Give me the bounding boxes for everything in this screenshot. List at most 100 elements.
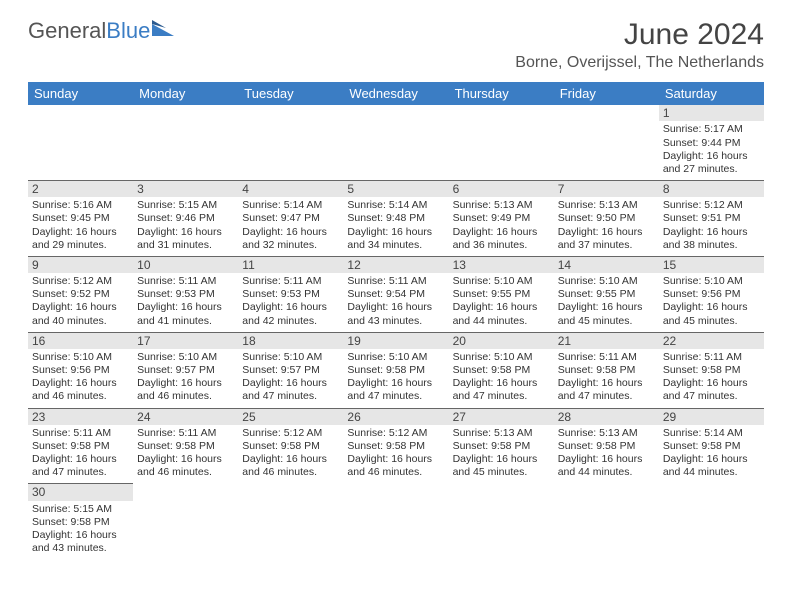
calendar-cell: 25Sunrise: 5:12 AMSunset: 9:58 PMDayligh… <box>238 408 343 484</box>
day-number: 21 <box>554 333 659 349</box>
calendar-cell-empty <box>449 105 554 180</box>
day-details: Sunrise: 5:10 AMSunset: 9:58 PMDaylight:… <box>343 349 448 408</box>
daylight-line: Daylight: 16 hours and 46 minutes. <box>137 377 234 403</box>
calendar-cell: 21Sunrise: 5:11 AMSunset: 9:58 PMDayligh… <box>554 332 659 408</box>
day-details: Sunrise: 5:15 AMSunset: 9:46 PMDaylight:… <box>133 197 238 256</box>
sunrise-line: Sunrise: 5:10 AM <box>453 351 550 364</box>
day-number: 16 <box>28 333 133 349</box>
day-number: 12 <box>343 257 448 273</box>
calendar-cell: 3Sunrise: 5:15 AMSunset: 9:46 PMDaylight… <box>133 180 238 256</box>
day-details: Sunrise: 5:12 AMSunset: 9:58 PMDaylight:… <box>343 425 448 484</box>
daylight-line: Daylight: 16 hours and 46 minutes. <box>32 377 129 403</box>
daylight-line: Daylight: 16 hours and 47 minutes. <box>347 377 444 403</box>
calendar-cell: 23Sunrise: 5:11 AMSunset: 9:58 PMDayligh… <box>28 408 133 484</box>
location-text: Borne, Overijssel, The Netherlands <box>515 54 764 72</box>
sunset-line: Sunset: 9:58 PM <box>453 440 550 453</box>
calendar-cell: 15Sunrise: 5:10 AMSunset: 9:56 PMDayligh… <box>659 256 764 332</box>
day-details: Sunrise: 5:13 AMSunset: 9:49 PMDaylight:… <box>449 197 554 256</box>
weekday-header: Wednesday <box>343 82 448 105</box>
calendar-cell: 5Sunrise: 5:14 AMSunset: 9:48 PMDaylight… <box>343 180 448 256</box>
day-details: Sunrise: 5:10 AMSunset: 9:55 PMDaylight:… <box>554 273 659 332</box>
day-number: 6 <box>449 181 554 197</box>
sunrise-line: Sunrise: 5:11 AM <box>242 275 339 288</box>
month-title: June 2024 <box>515 18 764 52</box>
sunrise-line: Sunrise: 5:10 AM <box>242 351 339 364</box>
sunrise-line: Sunrise: 5:14 AM <box>242 199 339 212</box>
day-number: 1 <box>659 105 764 121</box>
sunset-line: Sunset: 9:44 PM <box>663 137 760 150</box>
calendar-cell-empty <box>28 105 133 180</box>
day-details: Sunrise: 5:10 AMSunset: 9:57 PMDaylight:… <box>238 349 343 408</box>
day-details: Sunrise: 5:11 AMSunset: 9:53 PMDaylight:… <box>133 273 238 332</box>
sunset-line: Sunset: 9:58 PM <box>347 440 444 453</box>
day-details: Sunrise: 5:11 AMSunset: 9:58 PMDaylight:… <box>28 425 133 484</box>
sunrise-line: Sunrise: 5:15 AM <box>32 503 129 516</box>
calendar-cell-empty <box>238 105 343 180</box>
sunrise-line: Sunrise: 5:13 AM <box>453 427 550 440</box>
daylight-line: Daylight: 16 hours and 41 minutes. <box>137 301 234 327</box>
sunset-line: Sunset: 9:51 PM <box>663 212 760 225</box>
day-details: Sunrise: 5:10 AMSunset: 9:58 PMDaylight:… <box>449 349 554 408</box>
day-number: 22 <box>659 333 764 349</box>
calendar-cell: 18Sunrise: 5:10 AMSunset: 9:57 PMDayligh… <box>238 332 343 408</box>
sunrise-line: Sunrise: 5:12 AM <box>347 427 444 440</box>
day-number: 8 <box>659 181 764 197</box>
calendar-cell: 7Sunrise: 5:13 AMSunset: 9:50 PMDaylight… <box>554 180 659 256</box>
sunset-line: Sunset: 9:58 PM <box>453 364 550 377</box>
sunrise-line: Sunrise: 5:11 AM <box>558 351 655 364</box>
calendar-cell: 19Sunrise: 5:10 AMSunset: 9:58 PMDayligh… <box>343 332 448 408</box>
sunrise-line: Sunrise: 5:10 AM <box>32 351 129 364</box>
daylight-line: Daylight: 16 hours and 42 minutes. <box>242 301 339 327</box>
sunset-line: Sunset: 9:55 PM <box>453 288 550 301</box>
day-number: 4 <box>238 181 343 197</box>
calendar-cell: 4Sunrise: 5:14 AMSunset: 9:47 PMDaylight… <box>238 180 343 256</box>
weekday-header: Thursday <box>449 82 554 105</box>
day-number: 26 <box>343 409 448 425</box>
sunset-line: Sunset: 9:56 PM <box>32 364 129 377</box>
day-details: Sunrise: 5:13 AMSunset: 9:50 PMDaylight:… <box>554 197 659 256</box>
sunrise-line: Sunrise: 5:10 AM <box>558 275 655 288</box>
day-number: 5 <box>343 181 448 197</box>
daylight-line: Daylight: 16 hours and 46 minutes. <box>242 453 339 479</box>
calendar-cell: 11Sunrise: 5:11 AMSunset: 9:53 PMDayligh… <box>238 256 343 332</box>
daylight-line: Daylight: 16 hours and 47 minutes. <box>663 377 760 403</box>
day-details: Sunrise: 5:10 AMSunset: 9:56 PMDaylight:… <box>659 273 764 332</box>
sunset-line: Sunset: 9:58 PM <box>137 440 234 453</box>
daylight-line: Daylight: 16 hours and 38 minutes. <box>663 226 760 252</box>
day-number: 24 <box>133 409 238 425</box>
sunrise-line: Sunrise: 5:13 AM <box>558 427 655 440</box>
day-details: Sunrise: 5:10 AMSunset: 9:57 PMDaylight:… <box>133 349 238 408</box>
day-number: 25 <box>238 409 343 425</box>
sunrise-line: Sunrise: 5:10 AM <box>453 275 550 288</box>
sunset-line: Sunset: 9:58 PM <box>663 440 760 453</box>
sunrise-line: Sunrise: 5:15 AM <box>137 199 234 212</box>
day-number: 23 <box>28 409 133 425</box>
daylight-line: Daylight: 16 hours and 32 minutes. <box>242 226 339 252</box>
day-details: Sunrise: 5:12 AMSunset: 9:58 PMDaylight:… <box>238 425 343 484</box>
day-details: Sunrise: 5:13 AMSunset: 9:58 PMDaylight:… <box>449 425 554 484</box>
sunset-line: Sunset: 9:48 PM <box>347 212 444 225</box>
calendar-cell: 10Sunrise: 5:11 AMSunset: 9:53 PMDayligh… <box>133 256 238 332</box>
day-details: Sunrise: 5:12 AMSunset: 9:52 PMDaylight:… <box>28 273 133 332</box>
calendar-row: 30Sunrise: 5:15 AMSunset: 9:58 PMDayligh… <box>28 483 764 559</box>
sunrise-line: Sunrise: 5:11 AM <box>347 275 444 288</box>
sunset-line: Sunset: 9:53 PM <box>137 288 234 301</box>
day-details: Sunrise: 5:13 AMSunset: 9:58 PMDaylight:… <box>554 425 659 484</box>
day-number: 15 <box>659 257 764 273</box>
daylight-line: Daylight: 16 hours and 45 minutes. <box>663 301 760 327</box>
sunset-line: Sunset: 9:57 PM <box>137 364 234 377</box>
sunrise-line: Sunrise: 5:13 AM <box>558 199 655 212</box>
day-details: Sunrise: 5:17 AMSunset: 9:44 PMDaylight:… <box>659 121 764 180</box>
calendar-cell-empty <box>449 483 554 559</box>
weekday-header: Tuesday <box>238 82 343 105</box>
day-details: Sunrise: 5:11 AMSunset: 9:53 PMDaylight:… <box>238 273 343 332</box>
sunset-line: Sunset: 9:50 PM <box>558 212 655 225</box>
calendar-cell-empty <box>133 105 238 180</box>
day-number: 20 <box>449 333 554 349</box>
calendar-cell: 2Sunrise: 5:16 AMSunset: 9:45 PMDaylight… <box>28 180 133 256</box>
day-number: 30 <box>28 484 133 500</box>
sunset-line: Sunset: 9:45 PM <box>32 212 129 225</box>
calendar-row: 16Sunrise: 5:10 AMSunset: 9:56 PMDayligh… <box>28 332 764 408</box>
sunset-line: Sunset: 9:58 PM <box>558 440 655 453</box>
calendar-cell: 30Sunrise: 5:15 AMSunset: 9:58 PMDayligh… <box>28 483 133 559</box>
